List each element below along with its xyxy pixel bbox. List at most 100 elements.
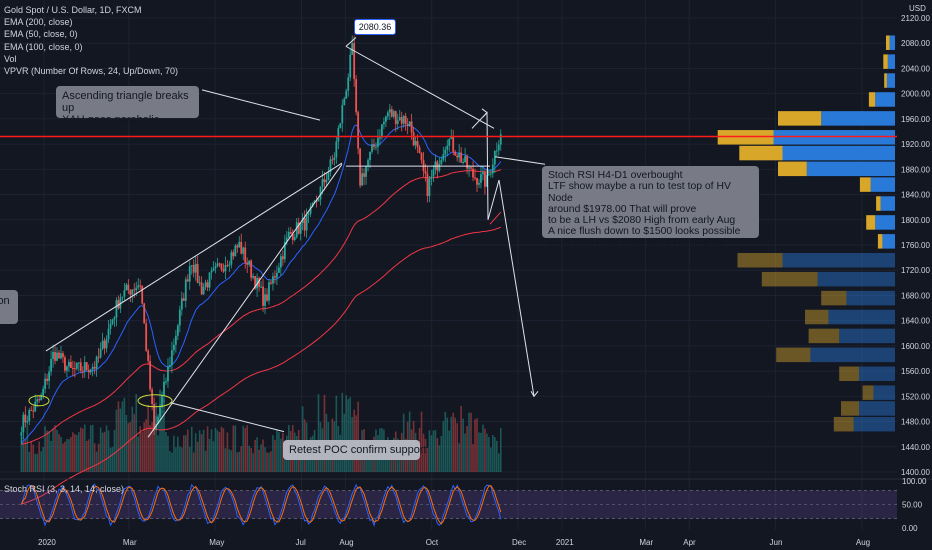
- volume-bar: [46, 430, 48, 472]
- volume-bar: [141, 432, 144, 472]
- volume-bar: [97, 443, 100, 472]
- ascending-support-line: [147, 163, 343, 438]
- volume-bar: [234, 425, 237, 472]
- candle-body: [268, 282, 270, 301]
- stoch-rsi-legend[interactable]: Stoch RSI (3, 3, 14, 14, close): [4, 484, 125, 494]
- volume-bar: [486, 433, 488, 472]
- volume-bar: [444, 411, 447, 472]
- volume-bar: [188, 446, 191, 472]
- candle-body: [272, 276, 274, 284]
- candle-body: [137, 285, 140, 288]
- candle-body: [165, 381, 167, 383]
- price-tick: 1600.00: [901, 342, 930, 351]
- legend-ema50[interactable]: EMA (50, close, 0): [4, 29, 78, 40]
- candle-body: [400, 117, 403, 124]
- candle-body: [28, 409, 31, 422]
- volume-bar: [274, 439, 276, 472]
- volume-bar: [32, 444, 35, 472]
- candle-body: [234, 245, 237, 257]
- volume-bar: [232, 425, 235, 472]
- volume-bar: [155, 402, 157, 472]
- candle-body: [487, 174, 490, 176]
- candle-body: [56, 352, 58, 361]
- vpvr-sell-row: [817, 271, 895, 287]
- volume-bar: [177, 436, 179, 472]
- legend-ema200[interactable]: EMA (200, close): [4, 17, 73, 28]
- price-tick: 2000.00: [901, 90, 930, 99]
- price-axis[interactable]: USD 1400.00 1440.00 1480.00 1520.00 1560.00 16…: [897, 0, 932, 550]
- candle-body: [329, 159, 332, 173]
- candle-body: [46, 378, 49, 381]
- annotation-stoch-callout[interactable]: Stoch RSI H4-D1 overbought LTF show mayb…: [542, 166, 759, 249]
- legend-title[interactable]: Gold Spot / U.S. Dollar, 1D, FXCM: [4, 5, 142, 15]
- legend-vpvr[interactable]: VPVR (Number Of Rows, 24, Up/Down, 70): [4, 66, 179, 77]
- candle-body: [208, 272, 211, 288]
- vpvr-sell-row: [839, 328, 895, 344]
- callout-pointer: [201, 89, 321, 121]
- retest-marker-ellipse: [28, 395, 50, 407]
- candle-body: [369, 151, 371, 161]
- volume-bar: [190, 426, 193, 472]
- candle-body: [301, 218, 304, 224]
- volume-bar: [280, 438, 282, 472]
- time-tick: Mar: [123, 538, 137, 547]
- candle-body: [220, 263, 223, 270]
- annotation-triangle-callout[interactable]: Ascending triangle breaks up XAU goes pa…: [56, 86, 199, 126]
- candle-body: [491, 164, 494, 174]
- peak-price-label[interactable]: 2080.36: [354, 19, 396, 35]
- time-axis[interactable]: 2020 Mar May Jul Aug Oct Dec 2021 Mar Apr Jun Aug: [0, 530, 932, 550]
- volume-bar: [278, 432, 280, 472]
- vpvr-buy-row: [859, 177, 871, 192]
- price-tick: 1840.00: [901, 191, 930, 200]
- candle-body: [410, 121, 413, 133]
- volume-bar: [426, 448, 429, 472]
- volume-bar: [127, 423, 130, 472]
- volume-bar: [254, 439, 256, 472]
- vpvr-buy-row: [739, 145, 783, 161]
- legend-vol[interactable]: Vol: [4, 53, 17, 64]
- candle-body: [363, 173, 365, 177]
- vpvr-buy-row: [839, 366, 859, 382]
- candle-body: [232, 252, 235, 257]
- candle-body: [258, 277, 260, 287]
- candle-body: [85, 362, 88, 370]
- volume-bar: [436, 438, 439, 472]
- candle-body: [305, 215, 308, 231]
- candle-body: [174, 335, 177, 345]
- vpvr-buy-row: [868, 92, 876, 107]
- volume-bar: [149, 425, 151, 472]
- legend-ema100[interactable]: EMA (100, close, 0): [4, 41, 83, 52]
- volume-bar: [204, 450, 207, 472]
- volume-bar: [91, 424, 94, 472]
- candle-body: [50, 359, 52, 372]
- candle-body: [276, 272, 278, 278]
- volume-bar: [450, 416, 453, 472]
- candle-body: [497, 144, 500, 151]
- volume-bar: [157, 435, 159, 472]
- stoch-rsi-panel: 100.00 50.00 0.00: [0, 477, 932, 533]
- candle-body: [77, 362, 80, 364]
- stoch-tick: 50.00: [902, 501, 923, 510]
- volume-bar: [438, 445, 441, 472]
- volume-bar: [264, 447, 266, 472]
- indicator-legend: Gold Spot / U.S. Dollar, 1D, FXCM EMA (2…: [4, 4, 178, 77]
- price-tick: 2080.00: [901, 39, 930, 48]
- candle-body: [58, 352, 60, 359]
- candle-body: [337, 128, 340, 142]
- candle-body: [244, 247, 247, 263]
- vpvr-buy-row: [805, 309, 829, 325]
- annotation-poc-callout[interactable]: Retest POC confirm support: [283, 440, 427, 460]
- vpvr-buy-row: [886, 35, 890, 50]
- candle-body: [238, 241, 241, 248]
- candle-body: [448, 139, 451, 146]
- annotation-cutoff-callout[interactable]: ion: [0, 290, 18, 324]
- candle-body: [424, 171, 427, 174]
- volume-bar: [183, 435, 185, 472]
- candle-body: [466, 156, 468, 169]
- volume-bar: [186, 429, 189, 472]
- volume-bar: [121, 401, 124, 472]
- vpvr-buy-row: [876, 196, 881, 211]
- candle-body: [38, 399, 41, 401]
- candle-body: [159, 407, 161, 417]
